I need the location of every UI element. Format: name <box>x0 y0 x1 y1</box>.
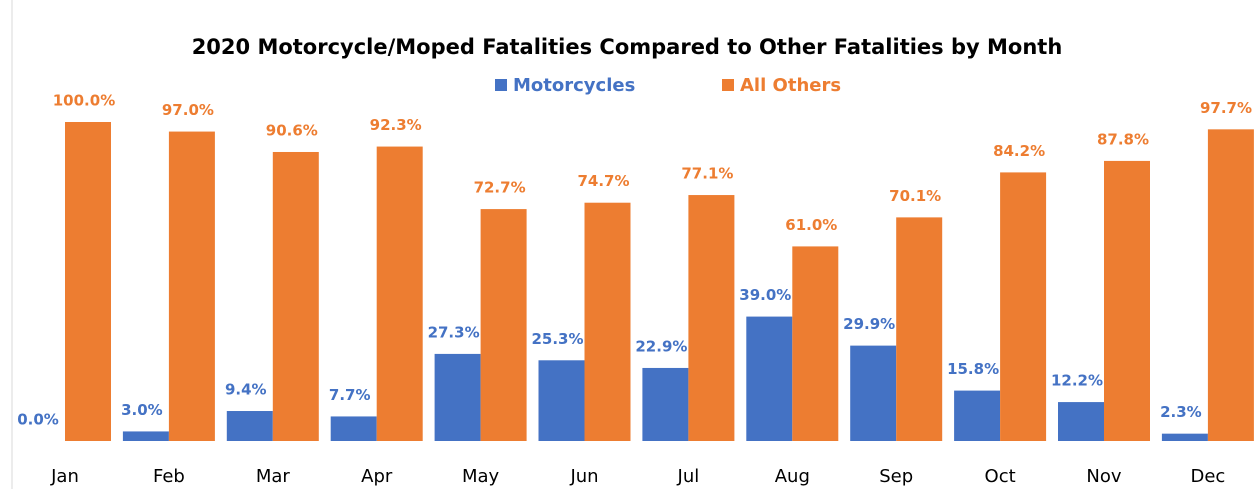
bar <box>65 122 111 441</box>
data-label: 97.0% <box>162 101 214 119</box>
data-label: 77.1% <box>681 165 733 183</box>
bar <box>850 345 897 441</box>
data-label: 97.7% <box>1200 99 1252 117</box>
data-label: 72.7% <box>474 179 526 197</box>
data-label: 12.2% <box>1051 372 1103 390</box>
data-label: 90.6% <box>266 121 318 139</box>
data-label: 0.0% <box>17 411 59 429</box>
chart-title: 2020 Motorcycle/Moped Fatalities Compare… <box>192 35 1063 59</box>
bar <box>1104 160 1150 441</box>
bar <box>376 146 423 442</box>
bar <box>688 195 735 441</box>
legend-swatch <box>495 79 507 91</box>
x-tick-label: Dec <box>1190 466 1225 487</box>
legend-swatch <box>722 79 734 91</box>
data-label: 39.0% <box>739 286 791 304</box>
bar <box>538 360 585 441</box>
x-tick-label: Apr <box>361 466 393 487</box>
data-label: 29.9% <box>843 315 895 333</box>
bar <box>1000 172 1047 442</box>
data-label: 61.0% <box>785 216 837 234</box>
bar <box>896 217 943 441</box>
data-label: 27.3% <box>428 323 480 341</box>
data-label: 15.8% <box>947 360 999 378</box>
bar <box>226 411 273 441</box>
data-label: 92.3% <box>370 116 422 134</box>
x-tick-label: Jan <box>50 466 79 487</box>
bar <box>954 390 1001 441</box>
legend-label: All Others <box>740 75 841 96</box>
x-tick-label: Jun <box>569 466 598 487</box>
x-tick-label: Aug <box>775 466 810 487</box>
data-label: 100.0% <box>53 92 115 110</box>
bar <box>746 316 793 441</box>
bar <box>584 202 631 441</box>
data-label: 84.2% <box>993 142 1045 160</box>
data-label: 25.3% <box>531 330 583 348</box>
bar <box>480 209 527 441</box>
bar <box>792 246 839 441</box>
bar <box>168 131 215 441</box>
x-tick-label: Feb <box>153 466 185 487</box>
legend-label: Motorcycles <box>513 75 635 96</box>
x-tick-label: Nov <box>1086 466 1121 487</box>
x-tick-label: Sep <box>879 466 913 487</box>
bar <box>1207 129 1254 441</box>
data-label: 3.0% <box>121 401 163 419</box>
data-label: 87.8% <box>1097 130 1149 148</box>
bar <box>122 431 169 441</box>
bar <box>1058 402 1104 441</box>
data-label: 22.9% <box>635 337 687 355</box>
data-label: 2.3% <box>1160 403 1202 421</box>
bar <box>272 151 319 441</box>
x-tick-label: Oct <box>985 466 1016 487</box>
data-label: 74.7% <box>577 172 629 190</box>
data-label: 9.4% <box>225 381 267 399</box>
data-label: 7.7% <box>329 386 371 404</box>
bar <box>642 367 689 441</box>
bar <box>1161 433 1208 441</box>
data-label: 70.1% <box>889 187 941 205</box>
x-tick-label: Jul <box>677 466 700 487</box>
bar <box>330 416 377 441</box>
x-tick-label: Mar <box>256 466 291 487</box>
bar <box>434 353 481 441</box>
x-tick-label: May <box>462 466 500 487</box>
